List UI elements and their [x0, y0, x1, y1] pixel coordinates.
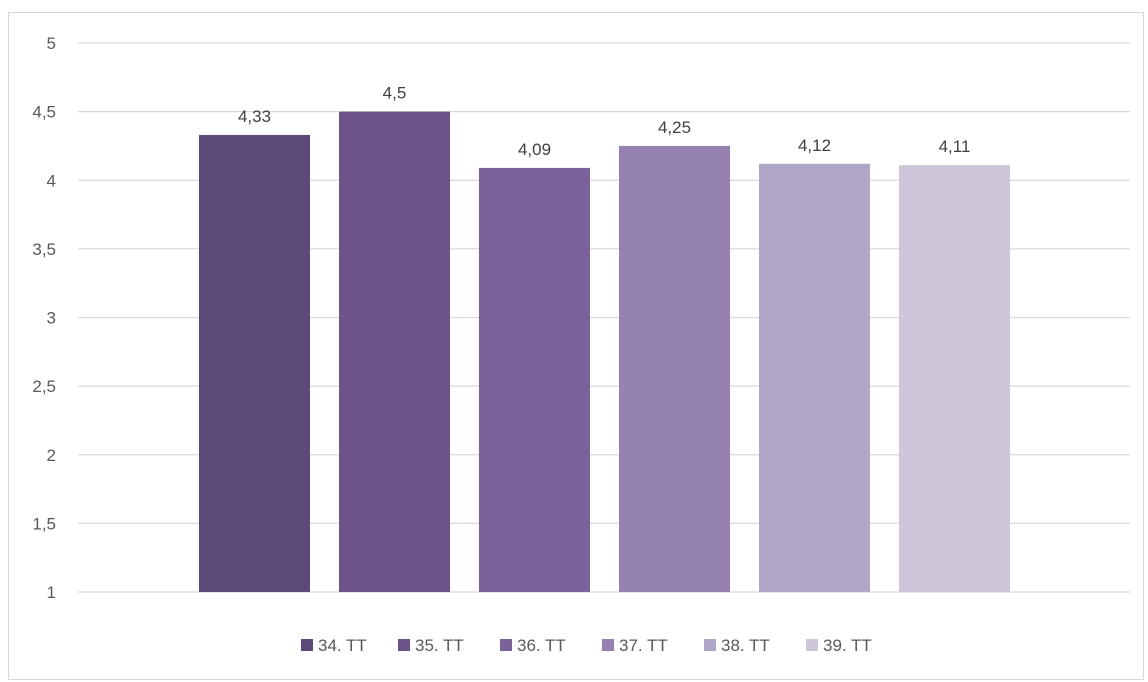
legend-label: 36. TT — [517, 636, 566, 655]
data-label: 4,5 — [383, 84, 407, 103]
legend-label: 35. TT — [415, 636, 464, 655]
bar — [759, 163, 870, 592]
y-tick-label: 1,5 — [32, 514, 56, 533]
data-label: 4,11 — [939, 137, 971, 156]
legend-label: 39. TT — [823, 636, 872, 655]
y-tick-label: 2 — [47, 446, 56, 465]
y-tick-label: 2,5 — [32, 377, 56, 396]
bar — [619, 145, 730, 592]
data-label: 4,33 — [238, 107, 271, 126]
y-tick-label: 3 — [47, 309, 56, 328]
data-label: 4,12 — [798, 136, 831, 155]
bar — [339, 111, 450, 592]
legend-swatch — [806, 639, 818, 651]
bar — [899, 165, 1010, 592]
legend-label: 38. TT — [721, 636, 770, 655]
bar — [199, 134, 310, 592]
y-tick-label: 5 — [47, 34, 56, 53]
y-tick-label: 4 — [47, 171, 56, 190]
legend-label: 34. TT — [318, 636, 367, 655]
data-label: 4,25 — [658, 118, 691, 137]
data-label: 4,09 — [518, 140, 551, 159]
legend-swatch — [301, 639, 313, 651]
legend-swatch — [602, 639, 614, 651]
y-tick-label: 1 — [47, 583, 56, 602]
y-tick-label: 4,5 — [32, 103, 56, 122]
legend-swatch — [704, 639, 716, 651]
bar — [479, 167, 590, 592]
legend-swatch — [500, 639, 512, 651]
legend-swatch — [398, 639, 410, 651]
y-tick-label: 3,5 — [32, 240, 56, 259]
legend-label: 37. TT — [619, 636, 668, 655]
